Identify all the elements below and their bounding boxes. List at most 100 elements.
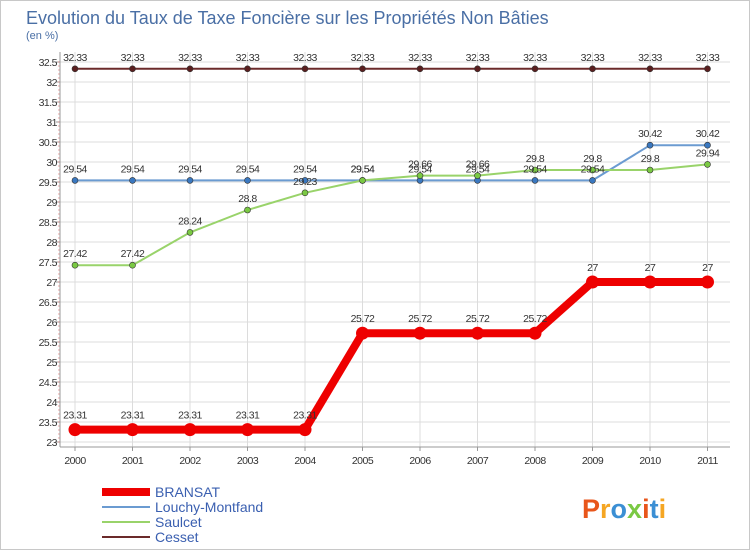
point-bransat (356, 326, 369, 340)
x-tick-label: 2010 (639, 455, 661, 467)
data-label-saulcet: 29.94 (696, 147, 720, 159)
data-label-saulcet: 27.42 (63, 248, 87, 260)
axes: 23 23.5 24 24.5 25 25.5 26 26.5 27 27.5 28 28.5 29 29… (39, 52, 730, 467)
x-tick-label: 2003 (237, 455, 259, 467)
y-tick-label: 30.5 (39, 137, 58, 149)
y-tick-label: 29.5 (39, 177, 58, 189)
point-bransat (528, 326, 542, 340)
y-tick-label: 29 (46, 197, 57, 209)
x-tick-label: 2002 (179, 455, 201, 467)
data-label-louchy-montfand: 29.54 (581, 163, 605, 175)
series-line-saulcet (74, 163, 709, 267)
point-cesset (71, 65, 79, 73)
point-cesset (589, 65, 596, 73)
point-saulcet (531, 166, 539, 174)
data-label-louchy-montfand: 29.54 (293, 163, 317, 175)
logo-letter: r (600, 494, 611, 524)
x-tick-label: 2007 (467, 455, 489, 467)
data-label-louchy-montfand: 29.54 (63, 163, 87, 175)
point-saulcet (244, 206, 251, 214)
y-tick-label: 27.5 (39, 257, 58, 269)
point-saulcet (359, 177, 366, 184)
x-tick-label: 2006 (409, 455, 431, 467)
data-label-cesset: 32.33 (351, 52, 375, 64)
point-bransat (298, 423, 312, 437)
point-cesset (301, 65, 309, 73)
grid (60, 52, 730, 447)
data-label-cesset: 32.33 (696, 52, 720, 64)
point-bransat (586, 275, 599, 289)
data-label-saulcet: 29.8 (526, 153, 545, 165)
point-louchy-montfand (301, 177, 309, 184)
y-tick-label: 26.5 (39, 297, 58, 309)
data-label-bransat: 27 (702, 262, 713, 274)
x-tick-label: 2011 (697, 455, 718, 467)
x-tick-label: 2000 (64, 455, 86, 467)
y-tick-label: 24 (46, 397, 57, 409)
data-label-cesset: 32.33 (63, 52, 87, 64)
data-label-saulcet: 27.42 (121, 248, 145, 260)
data-label-bransat: 25.72 (408, 313, 432, 325)
point-bransat (643, 275, 657, 289)
data-label-cesset: 32.33 (466, 52, 490, 64)
logo-letter: i (659, 494, 667, 524)
point-louchy-montfand (646, 141, 654, 149)
point-bransat (413, 326, 427, 340)
point-bransat (701, 275, 714, 289)
point-louchy-montfand (244, 177, 251, 184)
data-label-bransat: 25.72 (523, 313, 547, 325)
logo-letter: i (642, 494, 650, 524)
x-tick-label: 2005 (352, 455, 374, 467)
y-tick-label: 28.5 (39, 217, 58, 229)
point-saulcet (416, 172, 424, 179)
y-tick-label: 24.5 (39, 377, 58, 389)
data-label-cesset: 32.33 (638, 52, 662, 64)
legend-label-bransat: BRANSAT (155, 484, 221, 500)
point-cesset (416, 65, 424, 73)
point-louchy-montfand (589, 177, 596, 184)
legend-label-louchy-montfand: Louchy-Montfand (155, 499, 263, 515)
data-label-louchy-montfand: 29.54 (351, 163, 375, 175)
point-cesset (186, 65, 194, 73)
data-label-saulcet: 29.66 (408, 159, 432, 171)
data-label-louchy-montfand: 29.54 (236, 163, 260, 175)
point-cesset (646, 65, 654, 73)
point-bransat (183, 423, 197, 437)
data-label-bransat: 27 (645, 262, 656, 274)
point-bransat (241, 423, 254, 437)
data-label-louchy-montfand: 29.54 (178, 163, 202, 175)
point-saulcet (186, 229, 194, 236)
data-label-louchy-montfand: 30.42 (638, 128, 662, 140)
point-saulcet (646, 166, 654, 174)
proxiti-logo: Proxiti (582, 494, 666, 524)
series-line-louchy-montfand (74, 144, 709, 182)
logo-letter: P (582, 494, 600, 524)
point-saulcet (704, 161, 711, 168)
data-label-bransat: 27 (587, 262, 598, 274)
data-label-saulcet: 29.8 (583, 153, 602, 165)
data-label-cesset: 32.33 (408, 52, 432, 64)
data-labels: 32.33 32.33 32.33 32.33 32.33 32.33 32.33 32.33… (63, 52, 720, 422)
data-label-saulcet: 29.54 (351, 163, 375, 175)
data-label-bransat: 25.72 (351, 313, 375, 325)
point-saulcet (301, 189, 309, 197)
data-label-cesset: 32.33 (293, 52, 317, 64)
series-group (68, 65, 714, 437)
legend-label-saulcet: Saulcet (155, 514, 202, 530)
y-tick-label: 32.5 (39, 57, 58, 69)
point-saulcet (71, 261, 79, 269)
point-cesset (359, 65, 366, 73)
data-label-saulcet: 28.8 (238, 193, 257, 205)
logo-letter: t (650, 494, 659, 524)
data-label-saulcet: 29.66 (466, 159, 490, 171)
data-label-saulcet: 29.8 (641, 153, 660, 165)
data-label-bransat: 23.31 (63, 410, 87, 422)
point-louchy-montfand (71, 177, 79, 184)
y-tick-label: 25.5 (39, 337, 58, 349)
data-label-louchy-montfand: 29.54 (121, 163, 145, 175)
data-label-cesset: 32.33 (121, 52, 145, 64)
point-louchy-montfand (186, 177, 194, 184)
unit-label: (en %) (26, 30, 58, 42)
logo-letter: o (611, 494, 628, 524)
